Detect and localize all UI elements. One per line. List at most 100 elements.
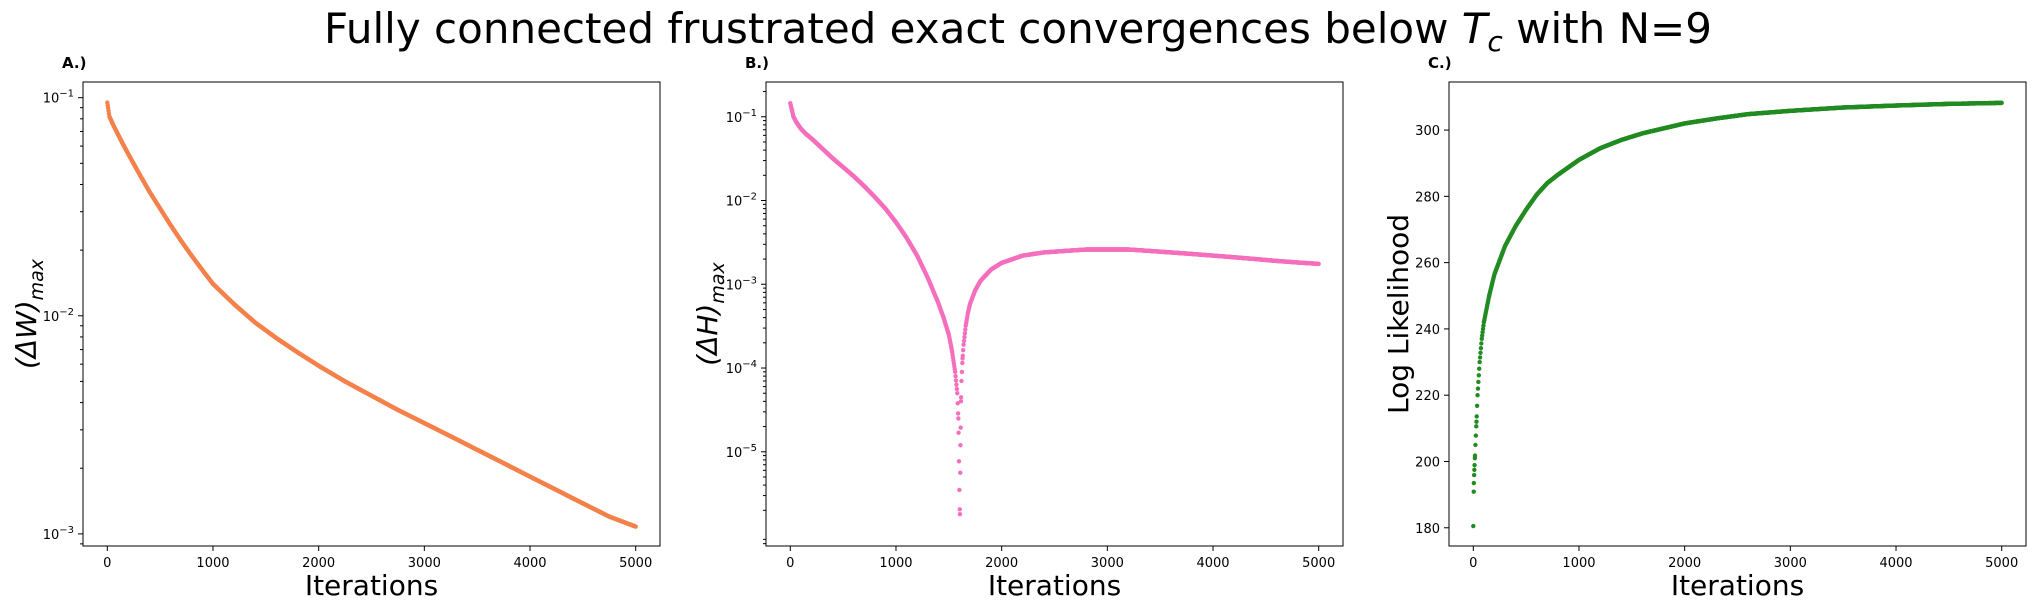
data-point [962,334,967,340]
panel-a-xlabel: Iterations [305,569,438,602]
data-point [959,378,964,384]
x-tick-label: 4000 [513,556,546,571]
data-point [953,373,958,379]
data-point [1479,336,1484,342]
data-point [1472,453,1478,458]
x-tick-label: 0 [786,556,794,571]
data-point [1479,333,1485,338]
data-point [963,327,968,332]
y-tick-label: 10−4 [726,359,757,377]
panel-b: 0 1000 2000 3000 4000 5000 10−5 10−4 10−3 10−2 10−… [691,54,1344,602]
data-point [1477,355,1483,360]
data-point [962,331,968,336]
data-point [1480,330,1485,335]
data-point [955,391,960,396]
data-point [1471,523,1476,529]
panel-a-label: A.) [62,54,86,72]
data-point [633,524,638,529]
data-point [958,425,963,430]
data-point [953,378,959,383]
data-point [1471,489,1476,494]
panel-b-frame [765,81,1344,547]
y-tick-label: 10−2 [43,307,74,325]
data-point [957,487,962,493]
data-point [954,386,960,392]
panel-c: 0 1000 2000 3000 4000 5000 180 200 220 240 260 280 3… [1382,54,2027,602]
data-point [955,411,961,416]
data-point [1479,341,1484,346]
panel-b-axes: 0 1000 2000 3000 4000 5000 10−5 10−4 10−3 10−2 10−… [726,91,1335,571]
data-point [1316,261,1321,267]
data-point [957,507,963,512]
data-point [1478,345,1484,351]
panel-a-frame [82,81,661,547]
x-tick-label: 5000 [1302,556,1335,571]
y-tick-label: 200 [1415,455,1440,470]
y-tick-label: 220 [1415,389,1440,404]
x-tick-label: 3000 [1774,556,1807,571]
x-tick-label: 1000 [196,556,229,571]
x-tick-label: 0 [1469,556,1477,571]
x-tick-label: 3000 [408,556,441,571]
panel-c-ylabel: Log Likelihood [1382,214,1415,414]
data-point [1474,403,1480,409]
data-point [958,399,964,404]
data-point [1473,442,1478,448]
data-point [1476,373,1482,378]
data-point [955,401,960,406]
y-tick-label: 10−2 [726,192,757,210]
x-tick-label: 5000 [1985,556,2018,571]
x-tick-label: 1000 [1562,556,1595,571]
data-point [1473,433,1479,438]
data-point [961,338,967,344]
x-tick-label: 5000 [619,556,652,571]
figure-title: Fully connected frustrated exact converg… [324,4,1712,58]
data-point [1471,480,1477,486]
y-tick-label: 280 [1415,190,1440,205]
y-tick-label: 300 [1415,124,1440,139]
data-point [960,348,966,353]
y-tick-label: 10−3 [43,525,74,543]
data-point [1474,414,1479,419]
panel-c-label: C.) [1428,54,1452,72]
data-point [961,342,966,347]
data-point [954,382,959,387]
panel-c-frame [1448,81,2027,547]
data-point [952,369,958,375]
x-tick-label: 4000 [1879,556,1912,571]
data-point [960,360,965,366]
data-point [956,430,961,435]
data-point [1477,359,1482,365]
data-point [1477,366,1482,371]
panel-a-ylabel: (ΔW)max [10,258,48,369]
x-tick-label: 3000 [1091,556,1124,571]
y-tick-label: 10−1 [43,89,74,107]
data-point [1481,323,1486,328]
y-tick-label: 260 [1415,257,1440,272]
x-tick-label: 4000 [1196,556,1229,571]
panel-a: 0 1000 2000 3000 4000 5000 10−3 10−2 10−1 A.) It… [10,54,661,602]
panel-b-label: B.) [745,54,769,72]
data-point [1472,462,1477,468]
data-point [1474,419,1479,424]
data-point [956,416,961,421]
panel-a-marks [105,100,638,529]
data-point [958,442,963,448]
data-point [1480,326,1486,332]
data-point [959,369,965,375]
data-point [1472,467,1477,472]
data-point [958,395,964,400]
panel-b-marks [788,101,1321,517]
y-tick-label: 240 [1415,323,1440,338]
y-tick-label: 10−3 [726,275,757,293]
data-point [1478,350,1483,355]
data-point [1475,393,1480,398]
y-tick-label: 180 [1415,522,1440,537]
panel-c-axes: 0 1000 2000 3000 4000 5000 180 200 220 240 260 280 3… [1415,124,2018,571]
y-tick-label: 10−1 [726,108,757,126]
panel-a-axes: 0 1000 2000 3000 4000 5000 10−3 10−2 10−1 [43,89,653,571]
panel-b-ylabel: (ΔH)max [691,262,729,366]
x-tick-label: 2000 [1668,556,1701,571]
data-point [958,470,963,475]
